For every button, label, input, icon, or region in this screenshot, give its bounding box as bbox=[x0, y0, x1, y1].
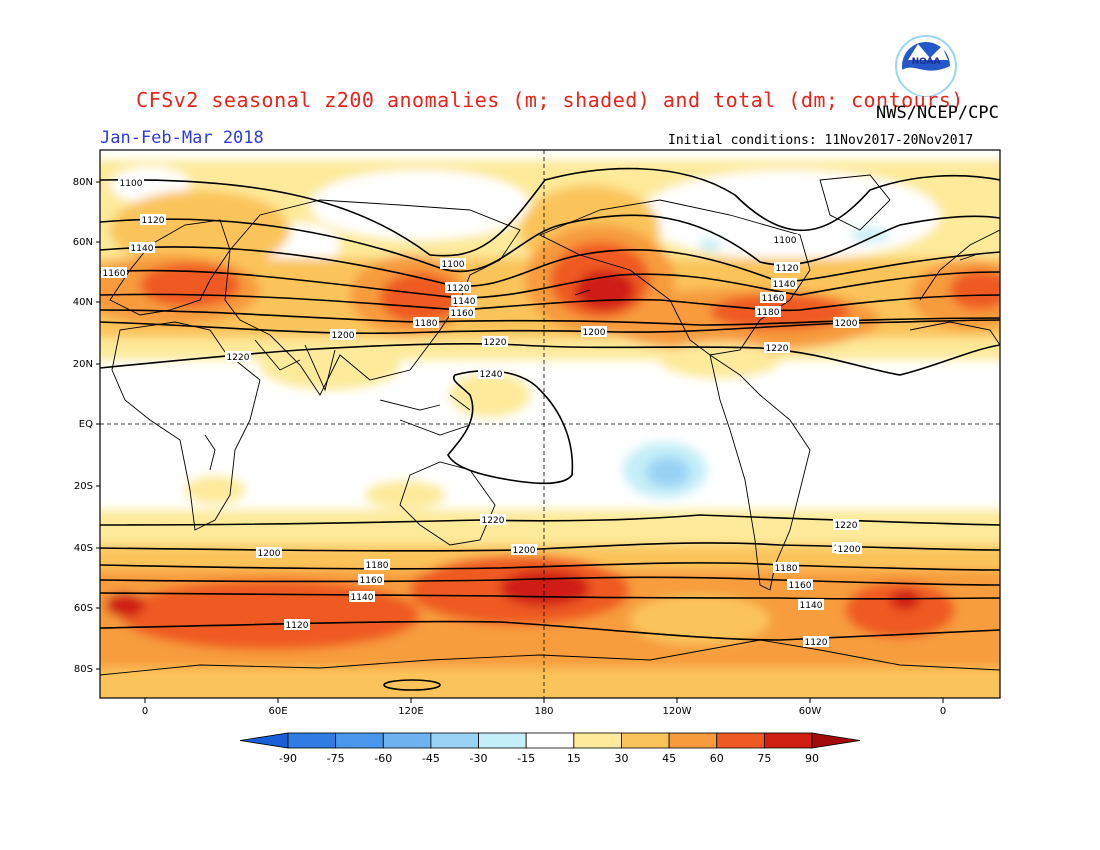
colorbar-tick-label: 15 bbox=[567, 752, 581, 765]
colorbar-tick-label: 45 bbox=[662, 752, 676, 765]
contour-label: 1100 bbox=[442, 260, 465, 270]
colorbar-tick-label: -60 bbox=[374, 752, 392, 765]
contour-label: 1120 bbox=[776, 264, 799, 274]
lat-tick-label: 40S bbox=[74, 543, 93, 554]
lat-tick-label: 60N bbox=[73, 237, 93, 248]
contour-label-group: 1100 1120 1140 1160 1100 1120 1140 1160 1180 1200… bbox=[101, 177, 862, 648]
colorbar-swatch bbox=[287, 732, 337, 749]
lon-tick-label: 0 bbox=[940, 706, 946, 717]
lon-tick-label: 120E bbox=[398, 706, 423, 717]
lon-tick-label: 60W bbox=[799, 706, 822, 717]
lat-tick-label: 80N bbox=[73, 177, 93, 188]
colorbar-tick-label: -90 bbox=[279, 752, 297, 765]
lon-tick-label: 180 bbox=[534, 706, 553, 717]
colorbar-swatch bbox=[478, 732, 527, 749]
contour-label: 1180 bbox=[775, 564, 798, 574]
contour-label: 1100 bbox=[774, 236, 797, 246]
contour-label: 1140 bbox=[351, 593, 374, 603]
forecast-period: Jan-Feb-Mar 2018 bbox=[100, 128, 264, 148]
contour-label: 1220 bbox=[835, 521, 858, 531]
lat-tick-label: 20N bbox=[73, 359, 93, 370]
lat-tick-label: 60S bbox=[74, 603, 93, 614]
contour-label: 1220 bbox=[484, 338, 507, 348]
contour-label: 1200 bbox=[835, 319, 858, 329]
contour-label: 1140 bbox=[800, 601, 823, 611]
contour-label: 1120 bbox=[447, 284, 470, 294]
lon-tick-label: 60E bbox=[268, 706, 287, 717]
colorbar-swatch bbox=[716, 732, 765, 749]
lat-tick-label: 80S bbox=[74, 664, 93, 675]
initial-conditions: Initial conditions: 11Nov2017-20Nov2017 bbox=[668, 133, 974, 148]
height-contours bbox=[100, 167, 1000, 691]
contour-label: 1200 bbox=[258, 549, 281, 559]
contour-label: 1120 bbox=[805, 638, 828, 648]
contour-label: 1160 bbox=[762, 294, 785, 304]
colorbar-swatch bbox=[668, 732, 718, 749]
contour-label: 1140 bbox=[453, 297, 476, 307]
colorbar-tick-label: 30 bbox=[614, 752, 628, 765]
contour-label: 1140 bbox=[131, 244, 154, 254]
lon-tick-label: 0 bbox=[142, 706, 148, 717]
contour-label: 1120 bbox=[142, 216, 165, 226]
colorbar-tick-label: 75 bbox=[757, 752, 771, 765]
map-title: CFSv2 seasonal z200 anomalies (m; shaded… bbox=[136, 88, 964, 112]
longitude-axis: 0 60E 120E 180 120W 60W 0 bbox=[142, 698, 946, 717]
contour-label: 1180 bbox=[415, 319, 438, 329]
contour-label: 1220 bbox=[482, 516, 505, 526]
lon-tick-label: 120W bbox=[663, 706, 692, 717]
agency-label: NWS/NCEP/CPC bbox=[876, 103, 999, 123]
colorbar-arrow-high bbox=[811, 732, 861, 749]
contour-label: 1160 bbox=[451, 309, 474, 319]
colorbar-swatch bbox=[382, 732, 432, 749]
colorbar-swatch bbox=[573, 732, 622, 749]
contour-label: 1200 bbox=[838, 545, 861, 555]
contour-label: 1140 bbox=[773, 280, 796, 290]
colorbar-tick-label: -75 bbox=[327, 752, 345, 765]
reference-lines bbox=[100, 150, 1000, 698]
contour-label: 1100 bbox=[120, 179, 143, 189]
contour-label: 1240 bbox=[480, 370, 503, 380]
colorbar-tick-label: 90 bbox=[805, 752, 819, 765]
contour-label: 1200 bbox=[583, 328, 606, 338]
logo-text: NOAA bbox=[912, 57, 941, 67]
coastlines bbox=[100, 174, 1000, 676]
latitude-axis: 80N 60N 40N 20N EQ 20S 40S 60S 80S bbox=[73, 177, 100, 675]
lat-tick-label: EQ bbox=[79, 419, 93, 430]
contour-label: 1160 bbox=[789, 581, 812, 591]
contour-label: 1180 bbox=[757, 308, 780, 318]
contour-label: 1160 bbox=[360, 576, 383, 586]
colorbar-swatch bbox=[430, 732, 479, 749]
colorbar-swatch bbox=[335, 732, 384, 749]
contour-label: 1160 bbox=[103, 269, 126, 279]
contour-label: 1200 bbox=[332, 331, 355, 341]
noaa-logo: NOAA bbox=[895, 35, 957, 97]
colorbar-arrow-low bbox=[239, 732, 289, 749]
colorbar-tick-label: 60 bbox=[710, 752, 724, 765]
colorbar-swatch bbox=[763, 732, 813, 749]
contour-label: 1180 bbox=[366, 561, 389, 571]
contour-label: 1220 bbox=[227, 353, 250, 363]
colorbar-tick-label: -15 bbox=[517, 752, 535, 765]
colorbar-swatch bbox=[525, 732, 575, 749]
lat-tick-label: 20S bbox=[74, 481, 93, 492]
lat-tick-label: 40N bbox=[73, 297, 93, 308]
contour-label: 1120 bbox=[286, 621, 309, 631]
colorbar: -90 -75 -60 -45 -30 -15 15 30 45 60 75 90 bbox=[239, 732, 861, 765]
colorbar-swatch bbox=[621, 732, 670, 749]
colorbar-tick-label: -30 bbox=[470, 752, 488, 765]
colorbar-tick-label: -45 bbox=[422, 752, 440, 765]
contour-label: 1220 bbox=[766, 344, 789, 354]
contour-label: 1200 bbox=[513, 546, 536, 556]
